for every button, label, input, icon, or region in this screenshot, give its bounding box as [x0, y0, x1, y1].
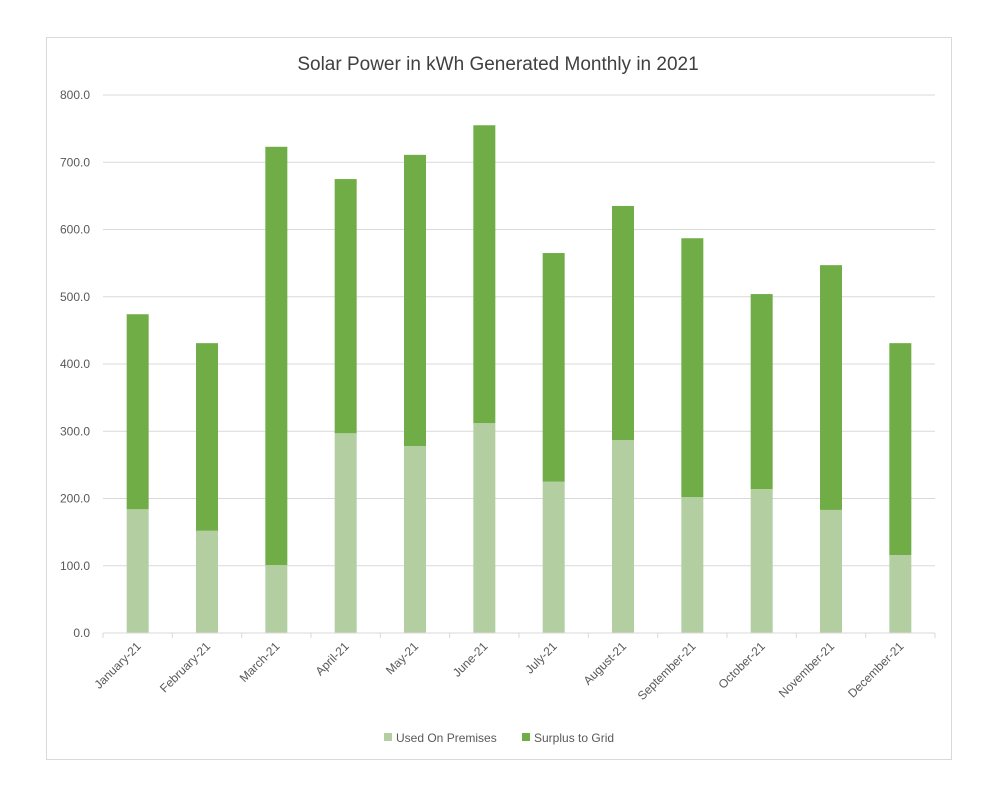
bar-surplus-to-grid: [889, 343, 912, 555]
bar-used-on-premises: [334, 433, 357, 633]
bar-used-on-premises: [681, 497, 704, 633]
legend-swatch: [522, 733, 530, 741]
bar-surplus-to-grid: [334, 179, 357, 434]
bar-used-on-premises: [889, 554, 912, 633]
x-tick-label: February-21: [157, 639, 213, 695]
chart-area: [46, 37, 952, 760]
x-tick-label: May-21: [383, 639, 421, 677]
bar-surplus-to-grid: [820, 265, 842, 510]
bar-surplus-to-grid: [542, 253, 565, 482]
bar-used-on-premises: [196, 530, 218, 633]
bar-used-on-premises: [542, 481, 565, 633]
x-tick-label: August-21: [581, 639, 630, 688]
bar-surplus-to-grid: [404, 154, 426, 447]
bar-surplus-to-grid: [612, 205, 634, 440]
bar-surplus-to-grid: [681, 238, 704, 498]
y-tick-label: 200.0: [60, 492, 90, 506]
x-tick-label: September-21: [635, 639, 699, 703]
y-tick-label: 300.0: [60, 424, 90, 438]
y-tick-label: 500.0: [60, 290, 90, 304]
y-tick-label: 100.0: [60, 559, 90, 573]
bar-used-on-premises: [473, 423, 496, 633]
y-tick-label: 700.0: [60, 155, 90, 169]
x-tick-label: December-21: [845, 639, 907, 701]
bar-used-on-premises: [820, 509, 842, 633]
x-tick-label: July-21: [523, 639, 560, 676]
y-tick-label: 800.0: [60, 88, 90, 102]
x-tick-label: November-21: [776, 639, 838, 701]
bar-surplus-to-grid: [265, 146, 288, 566]
legend-label: Surplus to Grid: [534, 731, 614, 745]
bar-used-on-premises: [750, 489, 773, 633]
bar-surplus-to-grid: [473, 125, 496, 424]
x-tick-label: June-21: [450, 639, 491, 680]
bar-used-on-premises: [265, 565, 288, 633]
y-tick-label: 600.0: [60, 223, 90, 237]
bar-used-on-premises: [126, 509, 149, 633]
bar-surplus-to-grid: [750, 294, 773, 490]
x-tick-label: March-21: [237, 639, 283, 685]
x-tick-label: April-21: [313, 639, 352, 678]
legend-swatch: [384, 733, 392, 741]
bar-used-on-premises: [612, 439, 634, 633]
y-tick-label: 0.0: [73, 626, 90, 640]
bar-used-on-premises: [404, 446, 426, 633]
bar-surplus-to-grid: [126, 314, 149, 510]
x-tick-label: October-21: [715, 639, 768, 692]
bar-surplus-to-grid: [196, 343, 218, 531]
legend-label: Used On Premises: [396, 731, 497, 745]
x-tick-label: January-21: [91, 639, 144, 692]
chart-title: Solar Power in kWh Generated Monthly in …: [297, 54, 698, 75]
y-tick-label: 400.0: [60, 357, 90, 371]
